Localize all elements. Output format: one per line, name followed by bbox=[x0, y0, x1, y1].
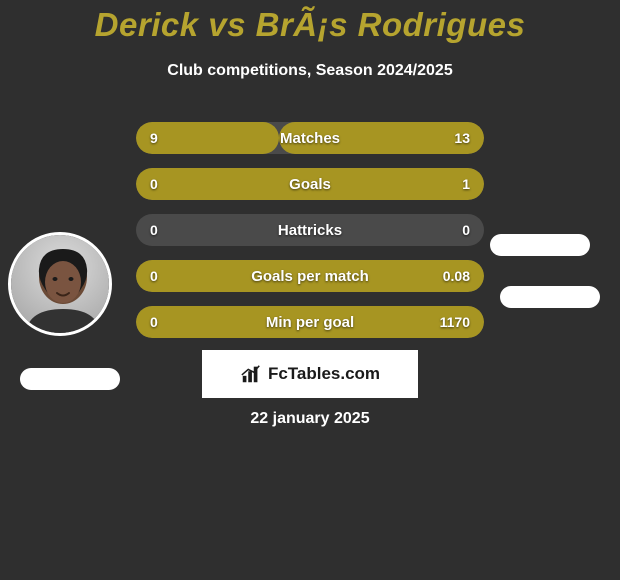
row-value-right: 13 bbox=[454, 130, 470, 146]
comparison-row: 0Min per goal1170 bbox=[136, 306, 484, 338]
row-metric-label: Goals per match bbox=[136, 268, 484, 285]
avatar-placeholder-icon bbox=[11, 235, 112, 336]
comparison-row: 0Hattricks0 bbox=[136, 214, 484, 246]
infographic-canvas: Derick vs BrÃ¡s Rodrigues Club competiti… bbox=[0, 0, 620, 580]
row-value-right: 1170 bbox=[440, 314, 470, 330]
player-left-name-pill bbox=[20, 368, 120, 390]
row-metric-label: Min per goal bbox=[136, 314, 484, 331]
brand-badge: FcTables.com bbox=[202, 350, 418, 398]
bar-chart-icon bbox=[240, 363, 262, 385]
comparison-title: Derick vs BrÃ¡s Rodrigues bbox=[0, 6, 620, 44]
row-value-right: 0.08 bbox=[443, 268, 470, 284]
comparison-rows: 9Matches130Goals10Hattricks00Goals per m… bbox=[136, 122, 484, 352]
player-left-avatar bbox=[8, 232, 112, 336]
player-right-name-pill-2 bbox=[500, 286, 600, 308]
row-value-right: 1 bbox=[462, 176, 470, 192]
row-metric-label: Goals bbox=[136, 176, 484, 193]
date-caption: 22 january 2025 bbox=[0, 410, 620, 428]
row-metric-label: Matches bbox=[136, 130, 484, 147]
comparison-row: 0Goals per match0.08 bbox=[136, 260, 484, 292]
brand-text: FcTables.com bbox=[268, 364, 380, 384]
player-right-name-pill-1 bbox=[490, 234, 590, 256]
row-metric-label: Hattricks bbox=[136, 222, 484, 239]
row-value-right: 0 bbox=[462, 222, 470, 238]
comparison-row: 0Goals1 bbox=[136, 168, 484, 200]
comparison-subtitle: Club competitions, Season 2024/2025 bbox=[0, 62, 620, 80]
comparison-row: 9Matches13 bbox=[136, 122, 484, 154]
